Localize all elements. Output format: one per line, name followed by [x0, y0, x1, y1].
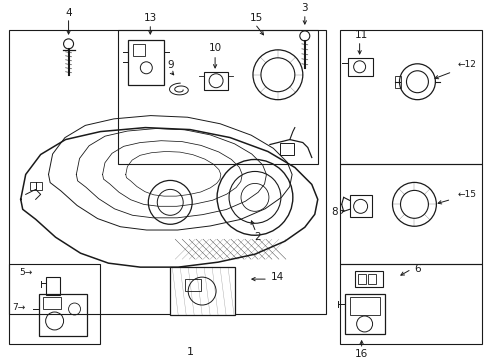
Bar — [349, 297, 379, 315]
Text: 9: 9 — [166, 60, 173, 70]
Bar — [170, 267, 235, 315]
Bar — [279, 143, 293, 154]
Bar — [339, 264, 481, 344]
Text: 5→: 5→ — [19, 267, 32, 276]
Text: 8: 8 — [331, 207, 337, 217]
Bar — [118, 30, 317, 165]
Bar — [367, 274, 375, 284]
Bar — [30, 183, 41, 190]
Text: 3: 3 — [301, 3, 307, 13]
Bar — [45, 277, 60, 295]
Text: 2: 2 — [254, 232, 261, 242]
Text: 11: 11 — [354, 30, 367, 40]
Bar — [9, 30, 325, 314]
Text: 10: 10 — [208, 43, 221, 53]
Bar — [42, 297, 61, 309]
Text: 6: 6 — [413, 264, 420, 274]
Text: 4: 4 — [65, 8, 72, 18]
Bar — [39, 294, 86, 336]
Bar — [339, 30, 481, 165]
Bar — [344, 294, 384, 334]
Bar — [349, 195, 371, 217]
Bar — [394, 76, 400, 88]
Bar — [185, 279, 201, 291]
Text: ←12: ←12 — [456, 60, 475, 69]
Bar — [357, 274, 365, 284]
Bar — [339, 165, 481, 264]
Text: 7→: 7→ — [12, 302, 25, 311]
Text: 15: 15 — [249, 13, 262, 23]
Text: 16: 16 — [354, 349, 367, 359]
Bar — [354, 271, 382, 287]
Bar — [9, 264, 100, 344]
Text: 13: 13 — [143, 13, 157, 23]
Bar — [347, 58, 372, 76]
Bar — [133, 44, 145, 56]
Text: 14: 14 — [271, 272, 284, 282]
Bar — [203, 72, 227, 90]
Text: 1: 1 — [186, 347, 193, 357]
Text: ←15: ←15 — [456, 190, 475, 199]
Bar — [128, 40, 164, 85]
